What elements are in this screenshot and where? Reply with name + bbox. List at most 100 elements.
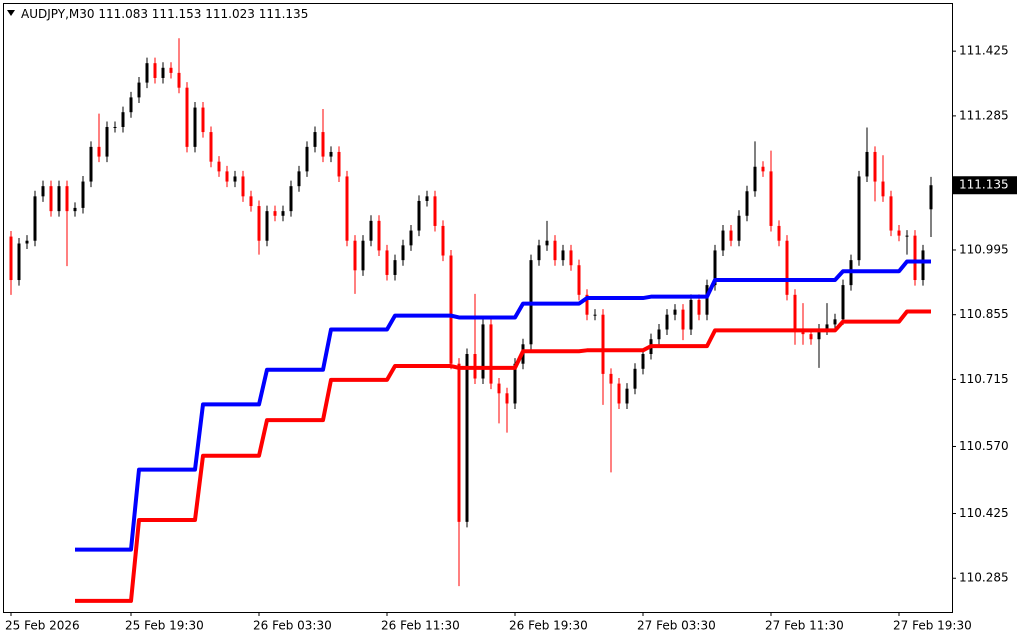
- candle-body: [705, 285, 709, 315]
- low-value: 111.023: [205, 7, 255, 21]
- open-value: 111.083: [98, 7, 148, 21]
- candle-body: [609, 373, 613, 384]
- candle-body: [321, 132, 325, 157]
- candle-body: [305, 146, 309, 172]
- candle-body: [121, 112, 125, 127]
- candle-body: [865, 151, 869, 177]
- x-tick-label: 27 Feb 11:30: [765, 619, 844, 633]
- candle-body: [585, 294, 589, 315]
- candle-body: [425, 196, 429, 201]
- candle-body: [729, 230, 733, 241]
- candle-body: [769, 171, 773, 226]
- candle-body: [89, 146, 93, 182]
- candle-body: [657, 329, 661, 340]
- candle-body: [361, 240, 365, 271]
- indicator-line: [75, 309, 931, 603]
- candle-body: [929, 185, 933, 210]
- candle-body: [489, 324, 493, 384]
- candle-body: [241, 176, 245, 197]
- candle-body: [785, 240, 789, 295]
- candle-body: [65, 186, 69, 212]
- candle-body: [353, 240, 357, 271]
- candle-body: [545, 240, 549, 246]
- symbol: AUDJPY,M30: [21, 7, 95, 21]
- candle-body: [81, 181, 85, 208]
- candle-body: [273, 211, 277, 216]
- candle-body: [161, 67, 165, 78]
- candle-body: [9, 236, 13, 281]
- collapse-arrow[interactable]: [7, 10, 15, 16]
- chart-header: AUDJPY,M30 111.083 111.153 111.023 111.1…: [21, 7, 308, 21]
- candle-body: [625, 388, 629, 404]
- candle-body: [641, 354, 645, 369]
- candle-body: [921, 250, 925, 281]
- candle-body: [505, 393, 509, 404]
- candle-body: [201, 107, 205, 133]
- candle-body: [49, 186, 53, 212]
- candle-body: [761, 166, 765, 172]
- candle-body: [673, 309, 677, 315]
- candle-body: [665, 314, 669, 330]
- x-tick-label: 26 Feb 11:30: [381, 619, 460, 633]
- candle-body: [905, 235, 909, 237]
- candle-body: [617, 383, 621, 404]
- high-value: 111.153: [152, 7, 202, 21]
- x-tick-label: 25 Feb 2026: [5, 619, 80, 633]
- candle-body: [465, 354, 469, 522]
- y-tick-label: 110.570: [959, 439, 1009, 453]
- candle-body: [297, 171, 301, 187]
- candle-body: [337, 151, 341, 177]
- candle-body: [889, 196, 893, 231]
- candle-body: [25, 240, 29, 244]
- candle-body: [401, 245, 405, 261]
- candle-body: [817, 329, 821, 340]
- candle-body: [289, 186, 293, 212]
- candle-body: [193, 107, 197, 147]
- close-value: 111.135: [259, 7, 309, 21]
- candle-body: [249, 196, 253, 207]
- candle-body: [449, 255, 453, 364]
- candle-body: [593, 314, 597, 316]
- candle-body: [569, 250, 573, 266]
- plot-frame: [3, 3, 953, 613]
- candle-body: [185, 87, 189, 147]
- candle-body: [97, 146, 101, 157]
- candle-body: [209, 132, 213, 162]
- candle-body: [129, 97, 133, 113]
- y-tick-label: 110.425: [959, 506, 1009, 520]
- candle-body: [633, 368, 637, 389]
- candle-body: [105, 126, 109, 157]
- candle-body: [481, 324, 485, 379]
- candle-body: [409, 230, 413, 246]
- x-tick-label: 25 Feb 19:30: [125, 619, 204, 633]
- candle-body: [809, 334, 813, 340]
- candle-body: [777, 225, 781, 241]
- candle-body: [233, 176, 237, 182]
- candle-body: [329, 151, 333, 157]
- y-tick-label: 110.715: [959, 372, 1009, 386]
- candle-body: [433, 196, 437, 226]
- candle-body: [537, 245, 541, 261]
- y-tick-label: 110.995: [959, 242, 1009, 256]
- candle-body: [833, 319, 837, 325]
- candle-body: [561, 250, 565, 261]
- candle-body: [369, 220, 373, 241]
- candle-body: [57, 186, 61, 212]
- candle-body: [553, 240, 557, 261]
- candle-body: [897, 230, 901, 236]
- candle-body: [257, 206, 261, 241]
- indicator-line: [75, 259, 931, 552]
- plot-area: [9, 38, 933, 603]
- candle-body: [681, 309, 685, 330]
- y-tick-label: 110.855: [959, 307, 1009, 321]
- candle-body: [873, 151, 877, 182]
- candle-body: [689, 299, 693, 330]
- candle-body: [601, 314, 605, 374]
- x-tick-label: 26 Feb 03:30: [253, 619, 332, 633]
- candle-body: [745, 191, 749, 216]
- candle-body: [73, 207, 77, 212]
- candle-body: [377, 220, 381, 251]
- candle-body: [825, 324, 829, 330]
- y-tick-label: 111.285: [959, 108, 1009, 122]
